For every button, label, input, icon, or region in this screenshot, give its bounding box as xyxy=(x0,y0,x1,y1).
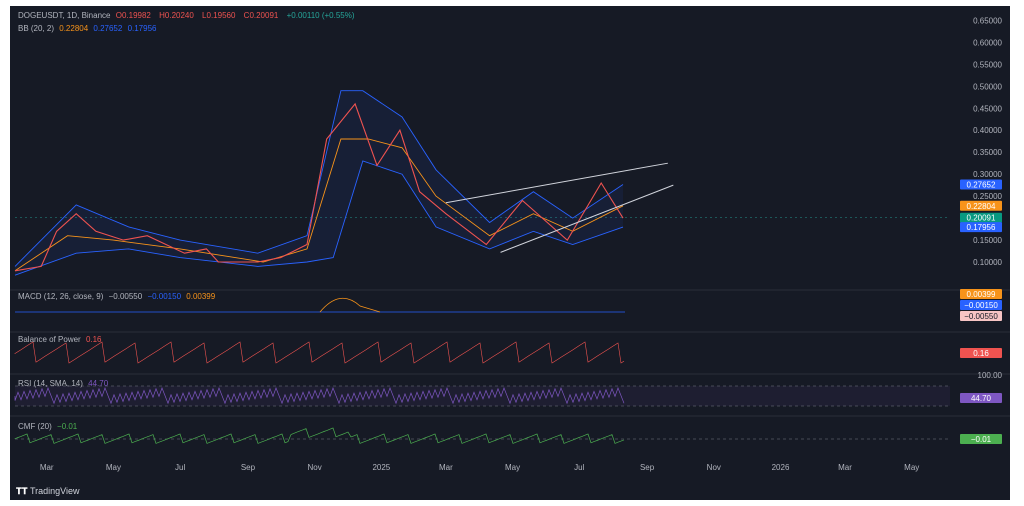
bop-tag-label: 0.16 xyxy=(973,349,989,358)
bb-label: BB (20, 2) xyxy=(18,24,55,33)
price-tag-label: 0.17956 xyxy=(967,223,996,232)
tradingview-label: TradingView xyxy=(29,486,80,496)
x-tick-label: Sep xyxy=(241,463,256,472)
y-tick-label: 0.30000 xyxy=(973,170,1002,179)
y-tick-label: 0.40000 xyxy=(973,126,1002,135)
bop-line xyxy=(14,341,625,364)
cmf-tag-label: −0.01 xyxy=(971,435,992,444)
rsi-title: RSI (14, SMA, 14) xyxy=(18,379,83,388)
macd-tag-bg xyxy=(960,311,1002,321)
macd-tag-label: 0.00399 xyxy=(967,290,996,299)
macd-tag-label: −0.00550 xyxy=(964,312,998,321)
macd-value-1: −0.00550 xyxy=(108,292,143,301)
price-tag-bg xyxy=(960,200,1002,211)
y-tick-label: 0.10000 xyxy=(973,258,1002,267)
x-tick-label: Mar xyxy=(838,463,852,472)
macd-tag-bg xyxy=(960,289,1002,299)
cmf-line xyxy=(14,427,625,444)
y-tick-label: 0.50000 xyxy=(973,82,1002,91)
chart-canvas[interactable]: 0.65000 0.60000 0.55000 0.50000 0.45000 0.400… xyxy=(10,6,1010,500)
footer-bar: 𝐓𝐓 TradingView xyxy=(10,482,1010,500)
x-tick-label: May xyxy=(904,463,919,472)
cmf-tag-bg xyxy=(960,434,1002,444)
bb-fill xyxy=(15,90,623,276)
bop-title: Balance of Power xyxy=(18,335,81,344)
low-label: L0.19560 xyxy=(202,11,236,20)
rsi-band xyxy=(15,386,950,406)
cmf-title: CMF (20) xyxy=(18,422,52,431)
bb-lower-value: 0.17956 xyxy=(127,24,157,33)
bb-basis-value: 0.22804 xyxy=(59,24,89,33)
x-tick-label: Mar xyxy=(40,463,54,472)
bb-lower-line xyxy=(14,160,624,276)
price-legend: DOGEUSDT, 1D, Binance O0.19982 H0.20240 … xyxy=(18,11,358,20)
macd-value-2: −0.00150 xyxy=(147,292,182,301)
y-tick-label: 0.15000 xyxy=(973,236,1002,245)
macd-title: MACD (12, 26, close, 9) xyxy=(18,292,104,301)
bb-upper-line xyxy=(14,90,624,267)
y-tick-label: 0.35000 xyxy=(973,148,1002,157)
close-label: C0.20091 xyxy=(243,11,279,20)
x-tick-label: Nov xyxy=(308,463,322,472)
y-tick-label: 0.55000 xyxy=(973,60,1002,69)
high-label: H0.20240 xyxy=(159,11,194,20)
price-tag-label: 0.22804 xyxy=(967,202,996,211)
bb-upper-value: 0.27652 xyxy=(93,24,123,33)
y-tick-label: 0.60000 xyxy=(973,38,1002,47)
x-tick-label: Sep xyxy=(640,463,655,472)
y-tick-label: 0.45000 xyxy=(973,104,1002,113)
bb-basis-line xyxy=(14,138,624,272)
price-tag-bg xyxy=(960,179,1002,190)
bb-legend: BB (20, 2) 0.22804 0.27652 0.17956 xyxy=(18,24,159,33)
price-tag-label: 0.20091 xyxy=(967,214,996,223)
bop-tag-bg xyxy=(960,348,1002,358)
rsi-tag-label: 44.70 xyxy=(971,394,992,403)
x-tick-label: Jul xyxy=(574,463,584,472)
price-tag-label: 0.27652 xyxy=(967,180,996,189)
macd-tag-bg xyxy=(960,300,1002,310)
x-tick-label: May xyxy=(505,463,520,472)
open-label: O0.19982 xyxy=(115,11,151,20)
rsi-value: 44.70 xyxy=(88,379,109,388)
macd-value-3: 0.00399 xyxy=(186,292,216,301)
price-line xyxy=(14,102,624,272)
trend-line xyxy=(445,162,668,204)
trend-line xyxy=(500,184,674,253)
rsi-tick-label: 100.00 xyxy=(978,371,1003,380)
rsi-legend: RSI (14, SMA, 14) 44.70 xyxy=(18,379,111,388)
tradingview-brand[interactable]: 𝐓𝐓 TradingView xyxy=(16,486,79,497)
x-tick-label: Jul xyxy=(175,463,185,472)
rsi-tag-bg xyxy=(960,393,1002,403)
x-tick-label: 2025 xyxy=(372,463,390,472)
bop-legend: Balance of Power 0.16 xyxy=(18,335,105,344)
price-tag-bg xyxy=(960,222,1002,233)
y-tick-label: 0.65000 xyxy=(973,16,1002,25)
macd-legend: MACD (12, 26, close, 9) −0.00550 −0.0015… xyxy=(18,292,218,301)
symbol-title: DOGEUSDT, 1D, Binance xyxy=(18,11,111,20)
cmf-legend: CMF (20) −0.01 xyxy=(18,422,80,431)
chart-frame: 0.65000 0.60000 0.55000 0.50000 0.45000 0.400… xyxy=(10,6,1010,500)
cmf-value: −0.01 xyxy=(57,422,78,431)
tradingview-logo-icon: 𝐓𝐓 xyxy=(16,486,28,496)
macd-signal-line xyxy=(319,298,381,313)
x-tick-label: May xyxy=(106,463,121,472)
y-tick-label: 0.25000 xyxy=(973,192,1002,201)
change-label: +0.00110 (+0.55%) xyxy=(286,11,355,20)
x-tick-label: Mar xyxy=(439,463,453,472)
bop-value: 0.16 xyxy=(85,335,102,344)
rsi-line xyxy=(14,387,625,405)
x-tick-label: Nov xyxy=(707,463,721,472)
x-tick-label: 2026 xyxy=(772,463,790,472)
price-tag-bg xyxy=(960,212,1002,223)
macd-tag-label: −0.00150 xyxy=(964,301,998,310)
